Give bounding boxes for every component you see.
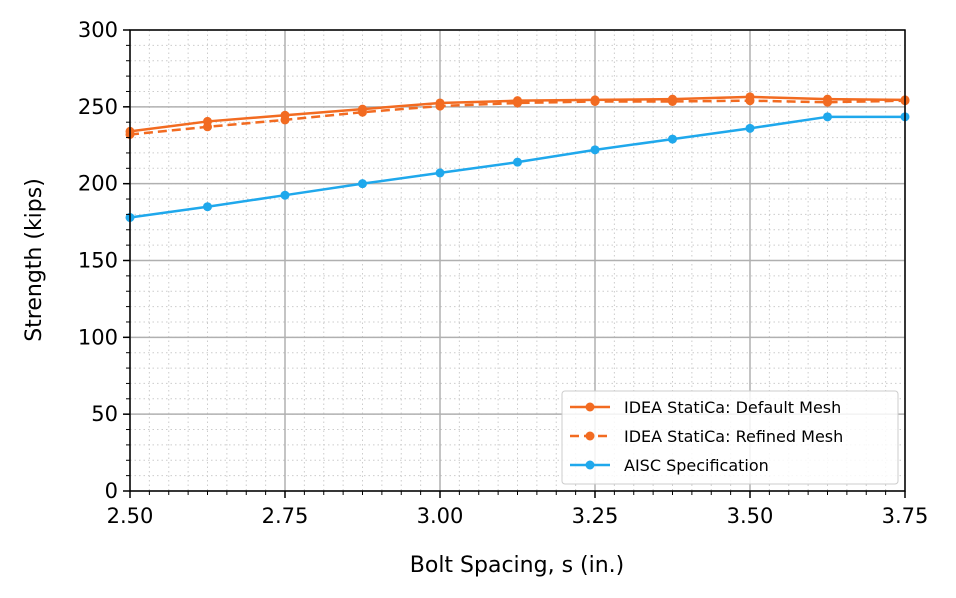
data-point [358, 104, 367, 114]
data-point [745, 123, 755, 133]
data-point [590, 95, 600, 105]
data-point [590, 145, 600, 155]
legend-box [561, 390, 899, 485]
y-tick-label: 200 [78, 172, 118, 196]
legend-label: AISC Specification [624, 456, 769, 475]
legend-marker [585, 431, 595, 441]
series-line [129, 99, 906, 136]
legend: IDEA StatiCa: Default Mesh IDEA StatiCa: … [561, 390, 899, 485]
x-tick-label: 3.25 [572, 504, 619, 528]
data-point [280, 110, 290, 120]
data-point [435, 98, 445, 108]
data-point [823, 94, 832, 104]
legend-marker [585, 460, 595, 470]
legend-label: IDEA StatiCa: Default Mesh [624, 398, 841, 417]
data-point [358, 179, 367, 189]
x-tick-label: 3.75 [882, 504, 929, 528]
axis-ticks: 2.50 2.75 3.00 3.25 3.50 3.75 0 50 100 150 200 250 3… [78, 18, 928, 528]
data-point [668, 94, 677, 104]
y-tick-label: 300 [78, 18, 118, 42]
data-point [435, 168, 445, 178]
y-axis-label: Strength (kips) [22, 178, 47, 342]
data-point [513, 96, 522, 106]
x-tick-label: 2.50 [107, 504, 154, 528]
y-tick-label: 150 [78, 249, 118, 273]
data-point [203, 202, 212, 212]
x-tick-label: 3.00 [417, 504, 464, 528]
legend-marker [585, 402, 595, 412]
data-point [823, 112, 832, 122]
data-point [513, 157, 522, 167]
x-axis-label: Bolt Spacing, s (in.) [410, 553, 624, 578]
x-tick-label: 3.50 [727, 504, 774, 528]
legend-label: IDEA StatiCa: Refined Mesh [624, 427, 843, 446]
series-lines [125, 92, 910, 222]
x-tick-label: 2.75 [262, 504, 309, 528]
y-tick-label: 100 [78, 325, 118, 349]
data-point [280, 190, 290, 200]
y-tick-label: 0 [105, 479, 118, 503]
data-point [203, 116, 212, 126]
y-tick-label: 50 [91, 402, 118, 426]
data-point [668, 134, 677, 144]
data-point [745, 92, 755, 102]
y-tick-label: 250 [78, 95, 118, 119]
